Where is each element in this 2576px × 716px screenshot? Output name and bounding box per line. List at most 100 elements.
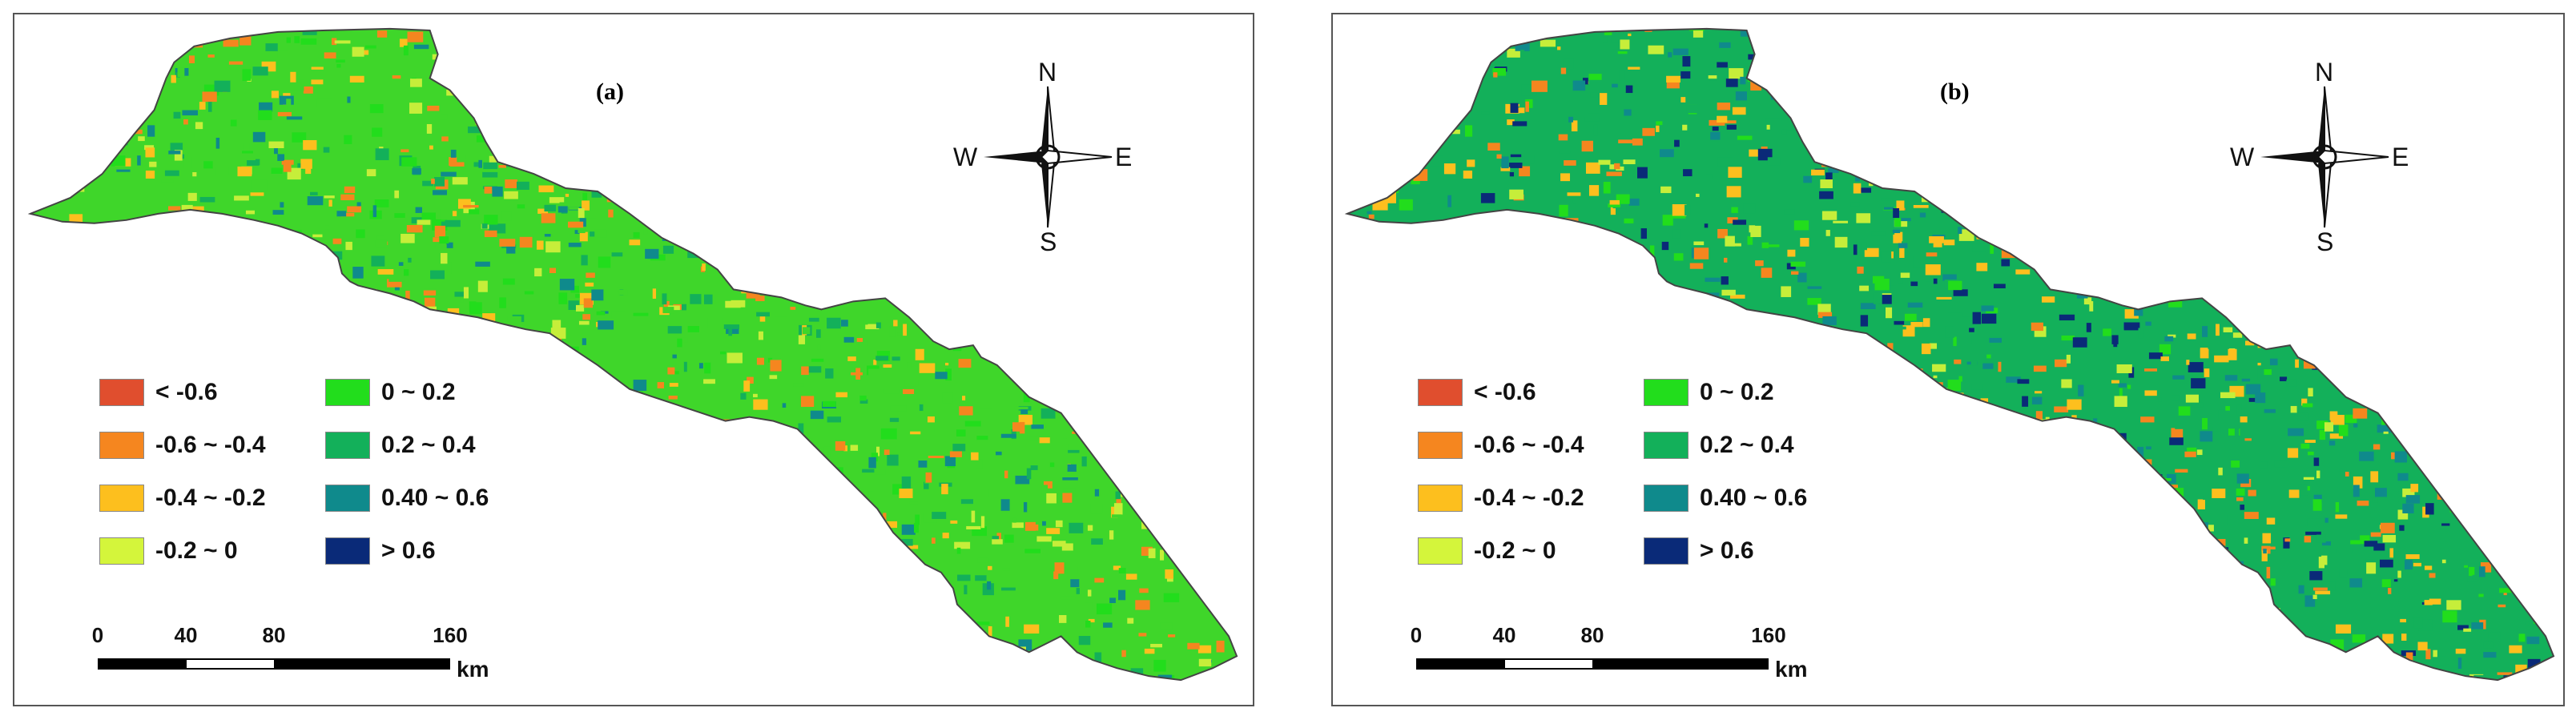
raster-cell <box>1961 683 1967 687</box>
raster-cell <box>915 514 920 525</box>
raster-cell <box>2325 365 2337 376</box>
raster-cell <box>2463 628 2472 632</box>
raster-cell <box>2302 291 2312 302</box>
raster-cell <box>1682 124 1688 131</box>
raster-cell <box>1364 436 1370 449</box>
raster-cell <box>2562 605 2563 609</box>
raster-cell <box>669 458 683 469</box>
raster-cell <box>544 204 557 212</box>
raster-cell <box>58 682 63 693</box>
raster-cell <box>1391 486 1399 493</box>
raster-cell <box>1118 568 1126 573</box>
raster-cell <box>1462 567 1469 575</box>
raster-cell <box>2274 460 2288 468</box>
raster-cell <box>928 123 939 135</box>
raster-cell <box>666 544 675 551</box>
raster-cell <box>1214 368 1225 378</box>
raster-cell <box>1042 28 1050 30</box>
raster-cell <box>2079 258 2094 267</box>
raster-cell <box>365 292 374 300</box>
raster-cell <box>685 659 698 671</box>
raster-cell <box>165 697 171 705</box>
raster-cell <box>433 237 441 243</box>
raster-cell <box>1347 395 1353 400</box>
raster-cell <box>980 516 985 529</box>
raster-cell <box>1346 193 1351 202</box>
raster-cell <box>804 510 815 520</box>
raster-cell <box>2175 469 2188 473</box>
raster-cell <box>670 614 674 627</box>
raster-cell <box>1810 363 1817 373</box>
raster-cell <box>2118 383 2127 388</box>
raster-cell <box>1214 299 1218 310</box>
raster-cell <box>2357 501 2369 506</box>
raster-cell <box>2172 86 2177 91</box>
raster-cell <box>1001 587 1016 591</box>
raster-cell <box>1820 18 1823 27</box>
raster-cell <box>208 593 223 604</box>
raster-cell <box>459 155 466 159</box>
raster-cell <box>860 670 872 677</box>
raster-cell <box>2397 34 2412 39</box>
raster-cell <box>303 139 317 151</box>
raster-cell <box>2131 604 2135 609</box>
raster-cell <box>2459 127 2474 135</box>
raster-cell <box>2252 577 2263 583</box>
raster-cell <box>686 151 691 155</box>
raster-cell <box>1969 66 1976 70</box>
raster-cell <box>566 69 582 80</box>
raster-cell <box>499 297 506 308</box>
raster-cell <box>42 702 53 705</box>
raster-cell <box>1850 59 1859 66</box>
raster-cell <box>1031 424 1044 429</box>
raster-cell <box>646 491 655 498</box>
raster-cell <box>362 359 372 364</box>
raster-cell <box>352 365 367 377</box>
raster-cell <box>2218 467 2223 476</box>
raster-cell <box>2505 46 2519 56</box>
raster-cell <box>849 247 861 259</box>
raster-cell <box>1435 80 1439 91</box>
raster-cell <box>2343 695 2358 705</box>
raster-cell <box>1379 658 1392 670</box>
raster-cell <box>211 222 227 227</box>
raster-cell <box>1014 406 1028 410</box>
raster-cell <box>1388 295 1402 304</box>
raster-cell <box>1496 154 1502 159</box>
raster-cell <box>2527 336 2533 348</box>
raster-cell <box>127 223 139 227</box>
raster-cell <box>1945 459 1960 466</box>
raster-cell <box>2401 674 2413 681</box>
raster-cell <box>1717 62 1728 68</box>
raster-cell <box>2338 424 2349 436</box>
raster-cell <box>2272 258 2286 269</box>
raster-cell <box>2328 296 2334 304</box>
raster-cell <box>907 362 912 368</box>
raster-cell <box>1645 592 1657 600</box>
raster-cell <box>2535 145 2550 151</box>
raster-cell <box>883 449 890 456</box>
raster-cell <box>2123 322 2140 331</box>
raster-cell <box>1981 305 1994 312</box>
raster-cell <box>755 283 764 292</box>
raster-cell <box>746 292 760 299</box>
raster-cell <box>1239 119 1246 125</box>
raster-cell <box>1831 609 1840 621</box>
raster-cell <box>495 523 505 529</box>
raster-cell <box>1087 525 1093 531</box>
raster-cell <box>2437 195 2453 203</box>
raster-cell <box>400 521 405 528</box>
raster-cell <box>2327 340 2343 347</box>
raster-cell <box>1623 159 1636 165</box>
raster-cell <box>1226 90 1234 95</box>
raster-cell <box>1355 344 1368 356</box>
raster-cell <box>1631 562 1642 569</box>
raster-cell <box>33 656 46 668</box>
raster-cell <box>2166 473 2176 484</box>
raster-cell <box>704 660 715 666</box>
raster-cell <box>345 241 352 251</box>
raster-cell <box>2107 568 2115 580</box>
raster-cell <box>1856 399 1868 409</box>
raster-cell <box>1154 420 1165 428</box>
raster-cell <box>1781 129 1787 135</box>
